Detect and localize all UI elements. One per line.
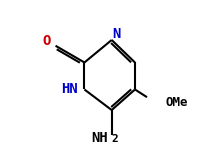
Text: 2: 2	[111, 134, 118, 144]
Text: N: N	[112, 27, 120, 41]
Text: HN: HN	[61, 82, 77, 97]
Text: OMe: OMe	[165, 96, 187, 109]
Text: O: O	[42, 34, 51, 48]
Text: NH: NH	[91, 131, 108, 145]
